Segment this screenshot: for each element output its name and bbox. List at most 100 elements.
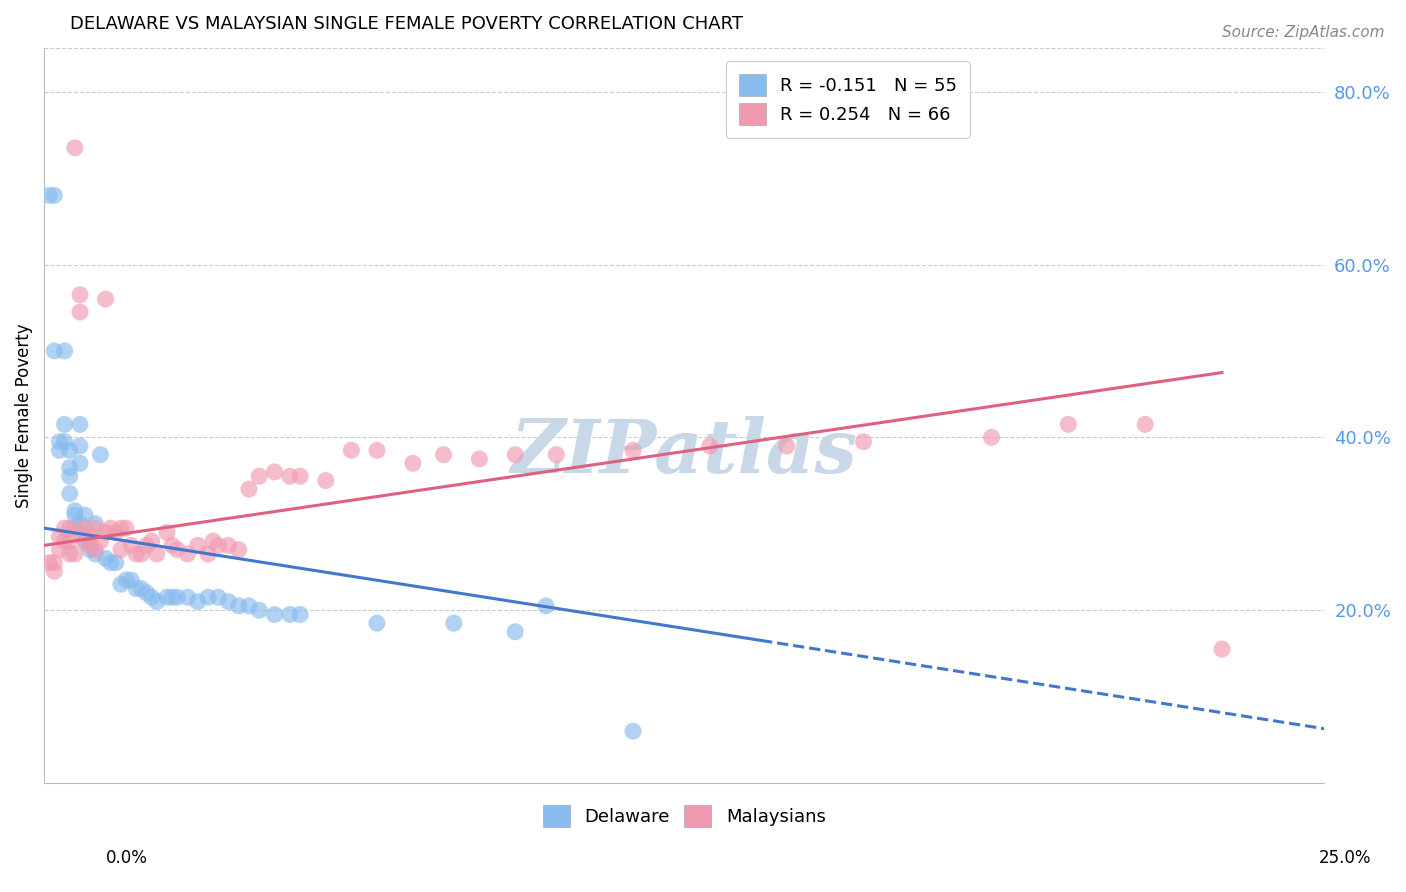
Point: [59, 469, 82, 483]
Text: DELAWARE VS MALAYSIAN SINGLE FEMALE POVERTY CORRELATION CHART: DELAWARE VS MALAYSIAN SINGLE FEMALE POVE…: [70, 15, 742, 33]
Point: [135, 538, 157, 552]
Point: [48, 434, 70, 449]
Point: [59, 547, 82, 561]
Point: [53, 434, 76, 449]
Point: [247, 469, 270, 483]
Point: [48, 542, 70, 557]
Point: [125, 547, 148, 561]
Point: [75, 534, 97, 549]
Point: [202, 534, 225, 549]
Point: [63, 504, 86, 518]
Point: [288, 469, 311, 483]
Point: [110, 577, 132, 591]
Legend: Delaware, Malaysians: Delaware, Malaysians: [534, 797, 835, 837]
Point: [340, 443, 363, 458]
Point: [75, 521, 97, 535]
Point: [402, 456, 425, 470]
Point: [278, 469, 301, 483]
Point: [160, 591, 183, 605]
Text: ZIPatlas: ZIPatlas: [510, 417, 858, 489]
Point: [238, 599, 260, 613]
Point: [288, 607, 311, 622]
Point: [79, 530, 101, 544]
Point: [115, 573, 138, 587]
Point: [84, 542, 107, 557]
Point: [228, 542, 250, 557]
Point: [44, 564, 66, 578]
Point: [366, 616, 388, 631]
Text: 0.0%: 0.0%: [105, 849, 148, 867]
Point: [146, 594, 169, 608]
Point: [84, 521, 107, 535]
Point: [100, 556, 122, 570]
Point: [63, 508, 86, 523]
Point: [166, 591, 188, 605]
Point: [69, 287, 91, 301]
Point: [125, 582, 148, 596]
Point: [187, 538, 209, 552]
Point: [79, 538, 101, 552]
Point: [44, 556, 66, 570]
Point: [228, 599, 250, 613]
Point: [176, 547, 198, 561]
Point: [187, 594, 209, 608]
Point: [94, 292, 117, 306]
Point: [59, 521, 82, 535]
Point: [94, 525, 117, 540]
Point: [131, 547, 153, 561]
Point: [263, 607, 285, 622]
Point: [315, 474, 337, 488]
Point: [69, 516, 91, 531]
Point: [63, 547, 86, 561]
Point: [621, 443, 644, 458]
Point: [59, 460, 82, 475]
Point: [621, 724, 644, 739]
Point: [104, 525, 127, 540]
Point: [89, 534, 111, 549]
Point: [135, 586, 157, 600]
Point: [110, 521, 132, 535]
Point: [53, 343, 76, 358]
Point: [443, 616, 465, 631]
Point: [120, 538, 142, 552]
Point: [546, 448, 568, 462]
Point: [38, 188, 60, 202]
Point: [69, 305, 91, 319]
Point: [44, 343, 66, 358]
Point: [503, 624, 526, 639]
Point: [48, 443, 70, 458]
Point: [131, 582, 153, 596]
Point: [1133, 417, 1156, 432]
Point: [776, 439, 799, 453]
Point: [238, 482, 260, 496]
Point: [468, 452, 491, 467]
Point: [69, 417, 91, 432]
Point: [75, 508, 97, 523]
Point: [176, 591, 198, 605]
Point: [141, 534, 163, 549]
Point: [217, 538, 239, 552]
Point: [197, 547, 219, 561]
Point: [980, 430, 1002, 444]
Point: [59, 534, 82, 549]
Point: [263, 465, 285, 479]
Point: [59, 443, 82, 458]
Point: [115, 521, 138, 535]
Point: [69, 456, 91, 470]
Point: [1057, 417, 1080, 432]
Point: [63, 521, 86, 535]
Point: [44, 188, 66, 202]
Point: [156, 591, 179, 605]
Text: Source: ZipAtlas.com: Source: ZipAtlas.com: [1222, 25, 1385, 40]
Point: [53, 417, 76, 432]
Point: [79, 542, 101, 557]
Point: [94, 551, 117, 566]
Point: [100, 521, 122, 535]
Point: [53, 521, 76, 535]
Point: [699, 439, 721, 453]
Point: [69, 439, 91, 453]
Point: [75, 534, 97, 549]
Point: [104, 556, 127, 570]
Point: [141, 591, 163, 605]
Point: [53, 534, 76, 549]
